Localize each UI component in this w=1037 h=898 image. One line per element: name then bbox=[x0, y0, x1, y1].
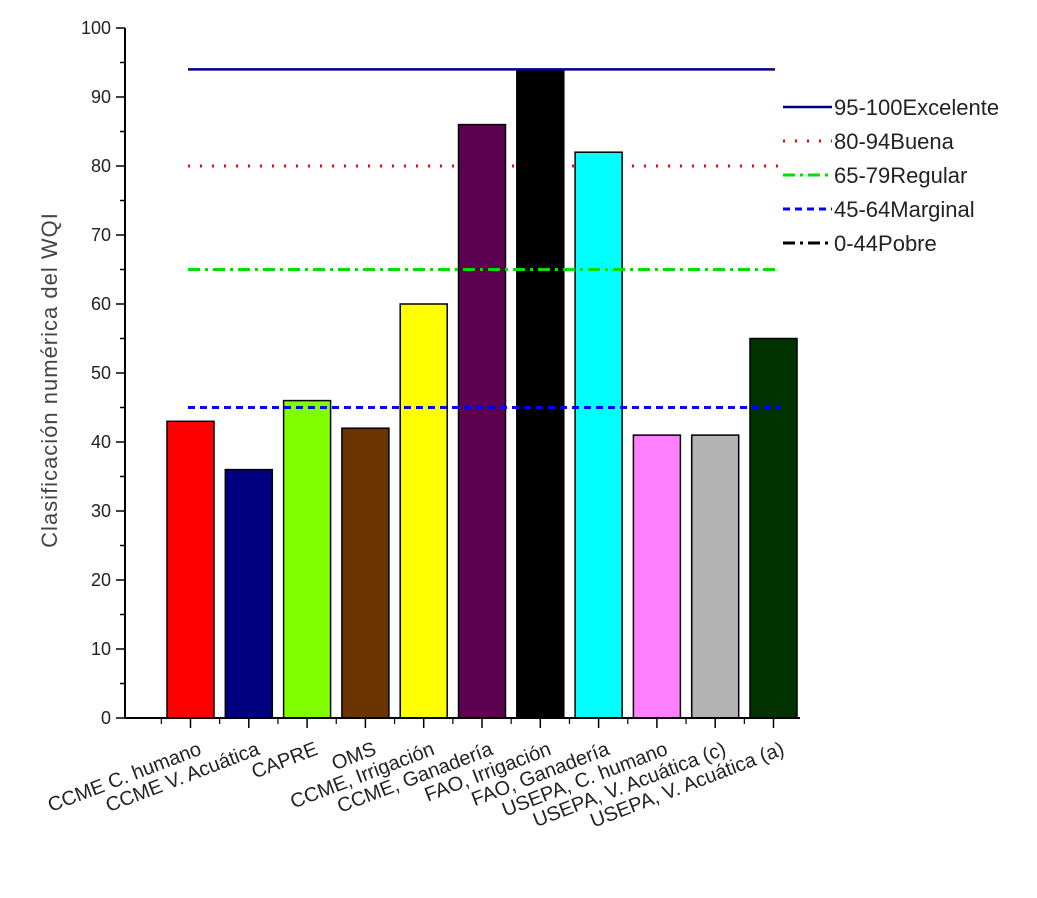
bar-8 bbox=[574, 151, 623, 719]
legend-label-1: 95-100Excelente bbox=[834, 95, 999, 120]
bar-6 bbox=[457, 123, 507, 719]
y-tick-label: 70 bbox=[91, 225, 111, 245]
y-tick-label: 90 bbox=[91, 87, 111, 107]
bar-4 bbox=[341, 427, 390, 719]
bars bbox=[166, 68, 798, 719]
bar-5 bbox=[399, 303, 448, 719]
bar-9 bbox=[632, 434, 682, 719]
legend-label-3: 65-79Regular bbox=[834, 163, 967, 188]
y-tick-label: 40 bbox=[91, 432, 111, 452]
legend: 95-100Excelente 80-94Buena 65-79Regular 45-… bbox=[783, 95, 999, 256]
legend-label-2: 80-94Buena bbox=[834, 129, 955, 154]
bar-7 bbox=[516, 68, 565, 719]
legend-label-4: 45-64Marginal bbox=[834, 197, 975, 222]
legend-label-5: 0-44Pobre bbox=[834, 231, 937, 256]
axes bbox=[116, 27, 800, 728]
x-tick-label: CAPRE bbox=[249, 738, 321, 783]
y-tick-label: 80 bbox=[91, 156, 111, 176]
bar-2 bbox=[224, 468, 274, 719]
bar-1 bbox=[166, 420, 215, 719]
y-tick-label: 50 bbox=[91, 363, 111, 383]
y-tick-label: 10 bbox=[91, 639, 111, 659]
y-tick-label: 30 bbox=[91, 501, 111, 521]
y-tick-label: 60 bbox=[91, 294, 111, 314]
y-axis-label: Clasificación numérica del WQI bbox=[37, 212, 62, 548]
bar-3 bbox=[282, 399, 332, 719]
y-tick-labels: 0 10 20 30 40 50 60 70 80 90 100 bbox=[81, 18, 111, 728]
bar-10 bbox=[690, 434, 740, 719]
y-tick-label: 0 bbox=[101, 708, 111, 728]
bar-11 bbox=[749, 337, 798, 719]
y-tick-label: 100 bbox=[81, 18, 111, 38]
y-tick-label: 20 bbox=[91, 570, 111, 590]
